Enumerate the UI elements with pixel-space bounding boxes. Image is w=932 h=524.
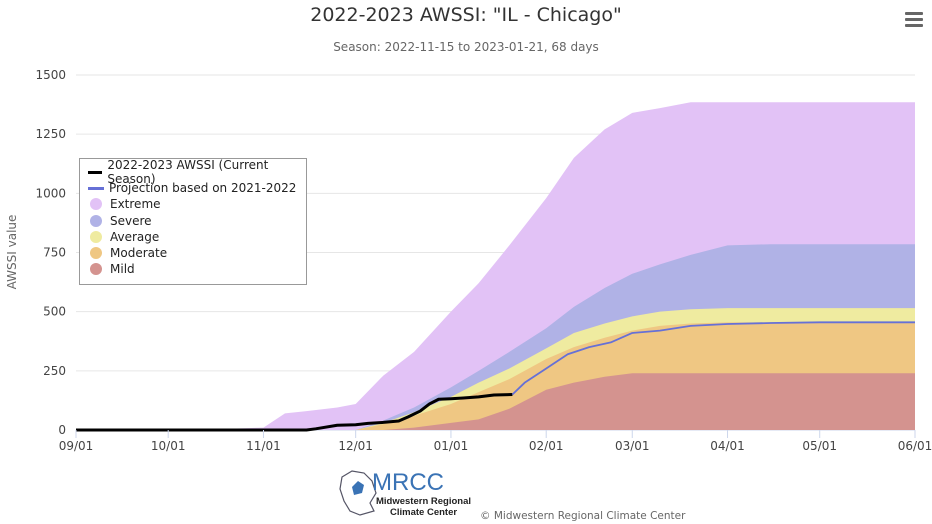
legend-label: Mild bbox=[110, 262, 135, 277]
legend-swatch bbox=[88, 170, 103, 174]
y-tick-label: 1500 bbox=[35, 68, 66, 82]
axis-layer: 0 250 500 750 1000 1250 1500 09/01 10/01 11/01 12/… bbox=[35, 68, 932, 453]
y-tick-label: 1250 bbox=[35, 127, 66, 141]
mrcc-logo: MRCC Midwestern Regional Climate Center bbox=[338, 467, 478, 519]
legend-item[interactable]: Extreme bbox=[88, 196, 298, 212]
x-tick-label: 03/01 bbox=[615, 439, 650, 453]
legend-label: Extreme bbox=[110, 197, 161, 212]
series-layer bbox=[76, 321, 915, 432]
x-tick-label: 02/01 bbox=[529, 439, 564, 453]
x-tick-label: 01/01 bbox=[434, 439, 469, 453]
series-projection bbox=[511, 321, 915, 396]
y-axis-label: AWSSI value bbox=[5, 215, 19, 290]
y-tick-label: 1000 bbox=[35, 186, 66, 200]
legend-item[interactable]: Severe bbox=[88, 213, 298, 229]
x-tick-label: 06/01 bbox=[898, 439, 932, 453]
series-current-season bbox=[76, 393, 513, 432]
legend-item[interactable]: Projection based on 2021-2022 bbox=[88, 180, 298, 196]
legend-swatch bbox=[90, 214, 102, 227]
x-tick-label: 11/01 bbox=[246, 439, 281, 453]
logo-line1: Midwestern Regional bbox=[376, 496, 472, 507]
logo-name: MRCC bbox=[372, 469, 444, 496]
legend-swatch bbox=[88, 186, 104, 190]
chart-title: 2022-2023 AWSSI: "IL - Chicago" bbox=[310, 4, 622, 26]
legend-swatch bbox=[90, 198, 102, 211]
legend-swatch bbox=[90, 247, 102, 260]
legend-label: Projection based on 2021-2022 bbox=[109, 181, 297, 196]
x-tick-label: 05/01 bbox=[802, 439, 837, 453]
y-tick-label: 500 bbox=[43, 305, 66, 319]
legend-label: Moderate bbox=[110, 246, 168, 261]
x-tick-label: 10/01 bbox=[151, 439, 186, 453]
y-tick-label: 750 bbox=[43, 246, 66, 260]
legend-item[interactable]: 2022-2023 AWSSI (Current Season) bbox=[88, 158, 298, 186]
x-tick-label: 09/01 bbox=[59, 439, 94, 453]
legend-item[interactable]: Average bbox=[88, 229, 298, 245]
logo-line2: Climate Center bbox=[390, 507, 458, 518]
chart-legend: 2022-2023 AWSSI (Current Season) Projecti… bbox=[79, 158, 307, 285]
x-tick-label: 04/01 bbox=[710, 439, 745, 453]
band-mild bbox=[76, 373, 915, 430]
chart-subtitle: Season: 2022-11-15 to 2023-01-21, 68 day… bbox=[333, 40, 599, 54]
band-layer bbox=[76, 102, 915, 430]
legend-swatch bbox=[90, 230, 102, 243]
y-tick-label: 250 bbox=[43, 364, 66, 378]
legend-label: 2022-2023 AWSSI (Current Season) bbox=[107, 158, 269, 187]
legend-swatch bbox=[90, 263, 102, 276]
x-tick-label: 12/01 bbox=[338, 439, 373, 453]
legend-label: Average bbox=[110, 229, 160, 244]
hamburger-menu-icon[interactable] bbox=[905, 12, 923, 28]
copyright-credit: © Midwestern Regional Climate Center bbox=[480, 510, 686, 522]
legend-item[interactable]: Mild bbox=[88, 261, 298, 277]
legend-item[interactable]: Moderate bbox=[88, 245, 298, 261]
y-tick-label: 0 bbox=[58, 423, 66, 437]
legend-label: Severe bbox=[110, 213, 152, 228]
